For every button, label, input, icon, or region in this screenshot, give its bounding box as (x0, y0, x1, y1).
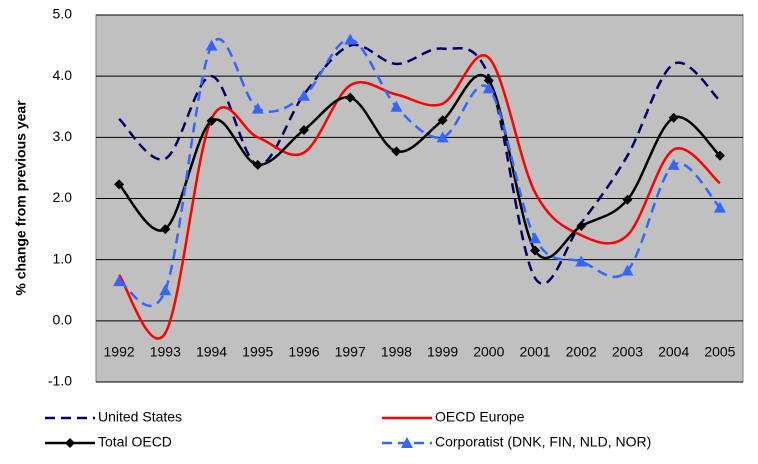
legend-label: United States (98, 409, 182, 425)
marker (483, 75, 494, 86)
marker (401, 437, 413, 448)
marker (114, 179, 125, 190)
y-tick-label: 1.0 (53, 250, 73, 266)
x-tick-label: 1998 (381, 344, 412, 360)
legend-label: OECD Europe (435, 409, 525, 425)
marker (622, 194, 633, 205)
marker (714, 150, 725, 161)
x-tick-label: 2001 (519, 344, 550, 360)
marker (298, 124, 309, 135)
marker (667, 158, 680, 170)
marker (482, 82, 495, 94)
marker (576, 221, 587, 232)
x-tick-label: 1992 (104, 344, 135, 360)
marker (345, 92, 356, 103)
marker (113, 275, 126, 287)
x-tick-label: 2005 (704, 344, 735, 360)
y-tick-label: 2.0 (53, 189, 73, 205)
marker (65, 438, 75, 448)
marker (297, 89, 310, 101)
marker (206, 115, 217, 126)
marker (390, 100, 403, 112)
y-tick-label: 5.0 (53, 6, 73, 22)
marker (159, 284, 172, 296)
y-tick-label: 4.0 (53, 67, 73, 83)
marker (252, 159, 263, 170)
marker (436, 131, 449, 143)
x-tick-label: 2002 (566, 344, 597, 360)
marker (713, 201, 726, 213)
x-tick-label: 2000 (473, 344, 504, 360)
x-tick-label: 1997 (335, 344, 366, 360)
marker (575, 255, 588, 267)
y-axis-label: % change from previous year (13, 100, 29, 296)
legend-label: Total OECD (98, 434, 172, 450)
series-line (118, 54, 721, 340)
marker (160, 224, 171, 235)
x-tick-label: 1999 (427, 344, 458, 360)
marker (621, 264, 634, 276)
marker (668, 112, 679, 123)
marker (391, 146, 402, 157)
x-tick-label: 1993 (150, 344, 181, 360)
series-line (118, 37, 721, 308)
marker (205, 39, 218, 51)
y-tick-label: 0.0 (53, 312, 73, 328)
y-tick-label: 3.0 (53, 128, 73, 144)
legend-label: Corporatist (DNK, FIN, NLD, NOR) (435, 434, 651, 450)
x-tick-label: 1995 (242, 344, 273, 360)
marker (437, 115, 448, 126)
x-tick-label: 2004 (658, 344, 689, 360)
marker (529, 232, 542, 244)
y-tick-label: -1.0 (48, 373, 72, 389)
series-line (118, 43, 721, 286)
x-tick-label: 1994 (196, 344, 227, 360)
marker (251, 102, 264, 114)
x-tick-label: 2003 (612, 344, 643, 360)
x-tick-label: 1996 (288, 344, 319, 360)
marker (530, 245, 541, 256)
marker (344, 33, 357, 45)
